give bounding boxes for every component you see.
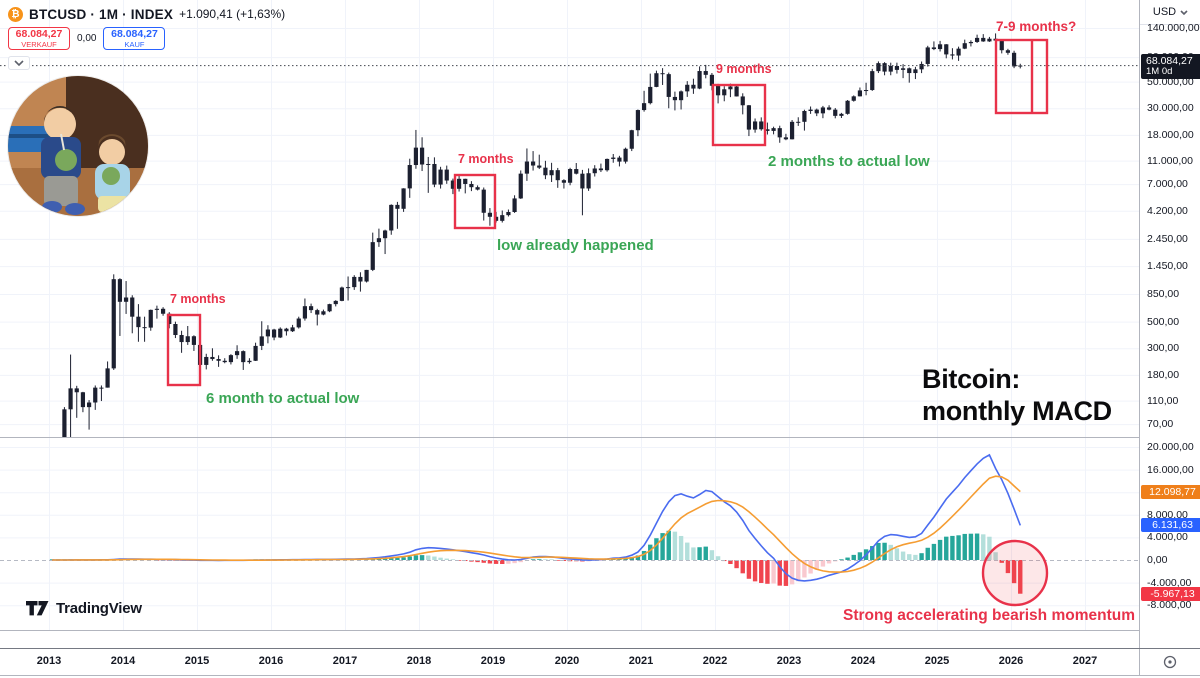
target-icon (1163, 655, 1177, 668)
axis-label: -4.000,00 (1147, 576, 1192, 589)
year-label-2015[interactable]: 2015 (184, 655, 210, 667)
annotation-text[interactable]: 7 months (458, 152, 514, 166)
tradingview-icon (26, 601, 49, 616)
annotation-text[interactable]: 9 months (716, 62, 772, 76)
histogram-value-tag: -5.967,13 (1141, 586, 1200, 601)
macd-histogram (49, 530, 1023, 594)
axis-label: 180,00 (1147, 368, 1180, 381)
drawing-annotations[interactable] (166, 38, 1049, 607)
scroll-to-realtime-button[interactable] (1157, 651, 1183, 672)
year-label-2019[interactable]: 2019 (480, 655, 506, 667)
candlestick-series (62, 33, 1023, 437)
axis-corner-divider (1139, 649, 1140, 675)
avatar[interactable] (8, 76, 148, 216)
year-label-2014[interactable]: 2014 (110, 655, 136, 667)
price-axis[interactable]: USD 68.084,27 1M 0d 12.098,77 6.131,63 -… (1139, 0, 1200, 648)
annotation-box[interactable] (994, 38, 1049, 115)
year-label-2020[interactable]: 2020 (554, 655, 580, 667)
axis-label: 850,00 (1147, 288, 1180, 300)
axis-label: 4.200,00 (1147, 204, 1188, 217)
axis-label: 18.000,00 (1147, 128, 1194, 141)
year-label-2024[interactable]: 2024 (850, 655, 876, 667)
annotation-text[interactable]: 2 months to actual low (768, 153, 930, 170)
chevron-down-icon (1180, 9, 1188, 15)
tradingview-wordmark: TradingView (56, 600, 142, 617)
tradingview-logo[interactable]: TradingView (26, 600, 142, 617)
macd-value-tag: 6.131,63 (1141, 518, 1200, 533)
year-label-2023[interactable]: 2023 (776, 655, 802, 667)
year-label-2013[interactable]: 2013 (36, 655, 62, 667)
macd-lines (52, 453, 1022, 582)
axis-label: 2.450,00 (1147, 232, 1188, 245)
axis-label: 110,00 (1147, 394, 1179, 407)
symbol-legend: ₿ BTCUSD · 1M · INDEX +1.090,41 (+1,63%)… (8, 5, 285, 70)
axis-label: 4.000,00 (1147, 531, 1188, 544)
annotation-box[interactable] (453, 173, 497, 230)
axis-label: 50.000,00 (1147, 75, 1194, 88)
current-price-tag: 68.084,27 1M 0d (1141, 53, 1200, 79)
avatar-image (8, 76, 148, 216)
currency-label: USD (1152, 6, 1177, 18)
year-label-2027[interactable]: 2027 (1072, 655, 1098, 667)
time-axis[interactable]: 2013 2014 2015 2016 2017 2018 2019 2020 2021 2022… (0, 648, 1200, 676)
current-price-value: 68.084,27 (1146, 54, 1193, 67)
axis-label: 7.000,00 (1147, 178, 1188, 191)
currency-selector[interactable]: USD (1140, 0, 1200, 25)
annotation-text[interactable]: 7 months (170, 292, 226, 306)
sell-button[interactable]: 68.084,27 VERKAUF (8, 27, 70, 50)
axis-label: 11.000,00 (1147, 154, 1193, 167)
gridlines (0, 0, 1139, 630)
axis-label: 0,00 (1147, 554, 1168, 566)
bar-countdown: 1M 0d (1146, 65, 1173, 77)
axis-label: 500,00 (1147, 315, 1180, 328)
annotation-circle[interactable] (981, 539, 1049, 607)
year-label-2016[interactable]: 2016 (258, 655, 284, 667)
symbol-title[interactable]: BTCUSD · 1M · INDEX (29, 6, 174, 22)
year-label-2026[interactable]: 2026 (998, 655, 1024, 667)
buy-price: 68.084,27 (111, 28, 158, 40)
symbol-change: +1.090,41 (+1,63%) (179, 7, 286, 21)
annotation-text[interactable]: low already happened (497, 237, 654, 254)
chevron-down-icon (14, 60, 24, 66)
axis-label: 300,00 (1147, 342, 1180, 355)
signal-line (52, 475, 1021, 573)
spread-value: 0,00 (77, 33, 97, 44)
sell-label: VERKAUF (21, 39, 57, 49)
annotation-text[interactable]: 7-9 months? (996, 19, 1077, 34)
year-label-2021[interactable]: 2021 (628, 655, 654, 667)
bitcoin-icon: ₿ (8, 6, 23, 22)
buy-label: KAUF (124, 39, 145, 49)
axis-label: 8.000,00 (1147, 508, 1188, 521)
collapse-chevron-button[interactable] (8, 56, 30, 70)
buy-button[interactable]: 68.084,27 KAUF (103, 27, 166, 50)
year-label-2025[interactable]: 2025 (924, 655, 950, 667)
sell-price: 68.084,27 (15, 28, 63, 40)
year-label-2022[interactable]: 2022 (702, 655, 728, 667)
year-label-2017[interactable]: 2017 (332, 655, 358, 667)
axis-label: 1.450,00 (1147, 260, 1188, 273)
annotation-text[interactable]: Bitcoin: monthly MACD (922, 364, 1112, 426)
axis-label: 16.000,00 (1147, 463, 1194, 476)
axis-label: 140.000,00 (1147, 22, 1200, 34)
year-label-2018[interactable]: 2018 (406, 655, 432, 667)
signal-value-tag: 12.098,77 (1141, 484, 1200, 499)
annotation-text[interactable]: Strong accelerating bearish momentum (843, 607, 1135, 624)
annotation-box[interactable] (166, 313, 202, 387)
axis-label: -8.000,00 (1147, 599, 1192, 612)
axis-label: 20.000,00 (1147, 441, 1194, 453)
annotation-text[interactable]: 6 month to actual low (206, 390, 360, 407)
axis-label: 70,00 (1147, 418, 1174, 431)
axis-label: 30.000,00 (1147, 102, 1194, 115)
annotation-box[interactable] (711, 83, 767, 147)
